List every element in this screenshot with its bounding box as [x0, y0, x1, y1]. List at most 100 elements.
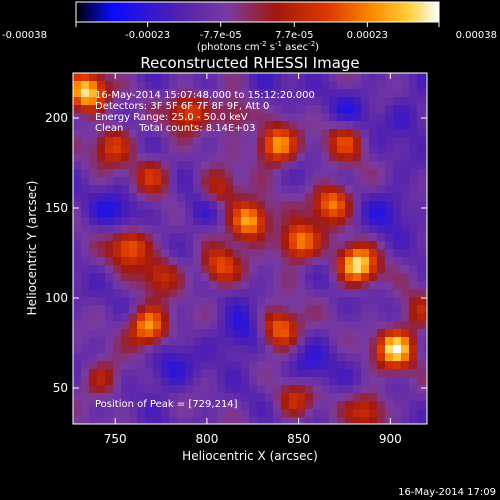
heatmap-cell	[121, 393, 129, 401]
heatmap-cell	[161, 385, 169, 393]
heatmap-cell	[409, 249, 417, 257]
heatmap-cell	[73, 97, 81, 105]
heatmap-cell	[321, 273, 329, 281]
heatmap-cell	[217, 321, 225, 329]
heatmap-cell	[249, 193, 257, 201]
heatmap-cell	[121, 113, 129, 121]
y-tick-label: 50	[53, 381, 68, 395]
heatmap-cell	[345, 233, 353, 241]
heatmap-cell	[393, 385, 401, 393]
heatmap-cell	[161, 209, 169, 217]
heatmap-cell	[89, 297, 97, 305]
heatmap-cell	[345, 305, 353, 313]
heatmap-cell	[105, 409, 113, 417]
heatmap-cell	[305, 329, 313, 337]
heatmap-cell	[393, 329, 401, 337]
heatmap-cell	[153, 97, 161, 105]
heatmap-cell	[385, 329, 393, 337]
heatmap-cell	[297, 161, 305, 169]
heatmap-cell	[185, 409, 193, 417]
heatmap-cell	[153, 225, 161, 233]
heatmap-cell	[177, 177, 185, 185]
heatmap-cell	[401, 393, 409, 401]
heatmap-cell	[409, 129, 417, 137]
heatmap-cell	[249, 225, 257, 233]
heatmap-cell	[185, 313, 193, 321]
heatmap-cell	[361, 417, 369, 424]
heatmap-cell	[73, 321, 81, 329]
heatmap-cell	[161, 305, 169, 313]
heatmap-cell	[281, 193, 289, 201]
heatmap-cell	[265, 161, 273, 169]
heatmap-cell	[265, 369, 273, 377]
heatmap-cell	[417, 177, 425, 185]
heatmap-cell	[385, 121, 393, 129]
heatmap-cell	[337, 313, 345, 321]
heatmap-cell	[105, 97, 113, 105]
heatmap-cell	[105, 273, 113, 281]
heatmap-cell	[137, 377, 145, 385]
heatmap-cell	[401, 177, 409, 185]
heatmap-cell	[321, 153, 329, 161]
heatmap-cell	[105, 377, 113, 385]
heatmap-cell	[345, 409, 353, 417]
heatmap-cell	[225, 249, 233, 257]
heatmap-cell	[177, 393, 185, 401]
heatmap-cell	[409, 297, 417, 305]
heatmap-cell	[225, 153, 233, 161]
heatmap-cell	[145, 321, 153, 329]
heatmap-cell	[361, 377, 369, 385]
heatmap-cell	[249, 145, 257, 153]
heatmap-cell	[425, 337, 427, 345]
heatmap-cell	[425, 401, 427, 409]
heatmap-cell	[233, 321, 241, 329]
heatmap-cell	[161, 265, 169, 273]
heatmap-cell	[185, 81, 193, 89]
heatmap-cell	[361, 225, 369, 233]
heatmap-cell	[153, 273, 161, 281]
heatmap-cell	[89, 393, 97, 401]
heatmap-cell	[209, 273, 217, 281]
heatmap-cell	[201, 313, 209, 321]
heatmap-cell	[265, 73, 273, 81]
heatmap-cell	[217, 137, 225, 145]
heatmap-cell	[209, 393, 217, 401]
heatmap-cell	[73, 297, 81, 305]
heatmap-cell	[193, 113, 201, 121]
heatmap-cell	[385, 297, 393, 305]
heatmap-cell	[169, 177, 177, 185]
heatmap-cell	[209, 73, 217, 81]
heatmap-cell	[217, 313, 225, 321]
heatmap-cell	[353, 257, 361, 265]
heatmap-cell	[185, 377, 193, 385]
heatmap-cell	[321, 121, 329, 129]
heatmap-cell	[105, 233, 113, 241]
heatmap-cell	[233, 265, 241, 273]
heatmap-cell	[153, 385, 161, 393]
heatmap-cell	[313, 145, 321, 153]
heatmap-cell	[161, 409, 169, 417]
heatmap-cell	[353, 121, 361, 129]
heatmap-cell	[353, 129, 361, 137]
heatmap-cell	[345, 281, 353, 289]
heatmap-cell	[257, 409, 265, 417]
heatmap-cell	[137, 169, 145, 177]
heatmap-cell	[97, 369, 105, 377]
heatmap-cell	[217, 369, 225, 377]
heatmap-cell	[417, 345, 425, 353]
heatmap-cell	[313, 169, 321, 177]
heatmap-cell	[417, 105, 425, 113]
heatmap-cell	[129, 265, 137, 273]
heatmap-cell	[401, 193, 409, 201]
heatmap-cell	[217, 153, 225, 161]
heatmap-cell	[153, 353, 161, 361]
heatmap-cell	[305, 273, 313, 281]
heatmap-cell	[153, 201, 161, 209]
heatmap-cell	[145, 313, 153, 321]
heatmap-cell	[377, 297, 385, 305]
heatmap-cell	[305, 153, 313, 161]
heatmap-cell	[81, 305, 89, 313]
heatmap-cell	[185, 257, 193, 265]
heatmap-cell	[217, 225, 225, 233]
